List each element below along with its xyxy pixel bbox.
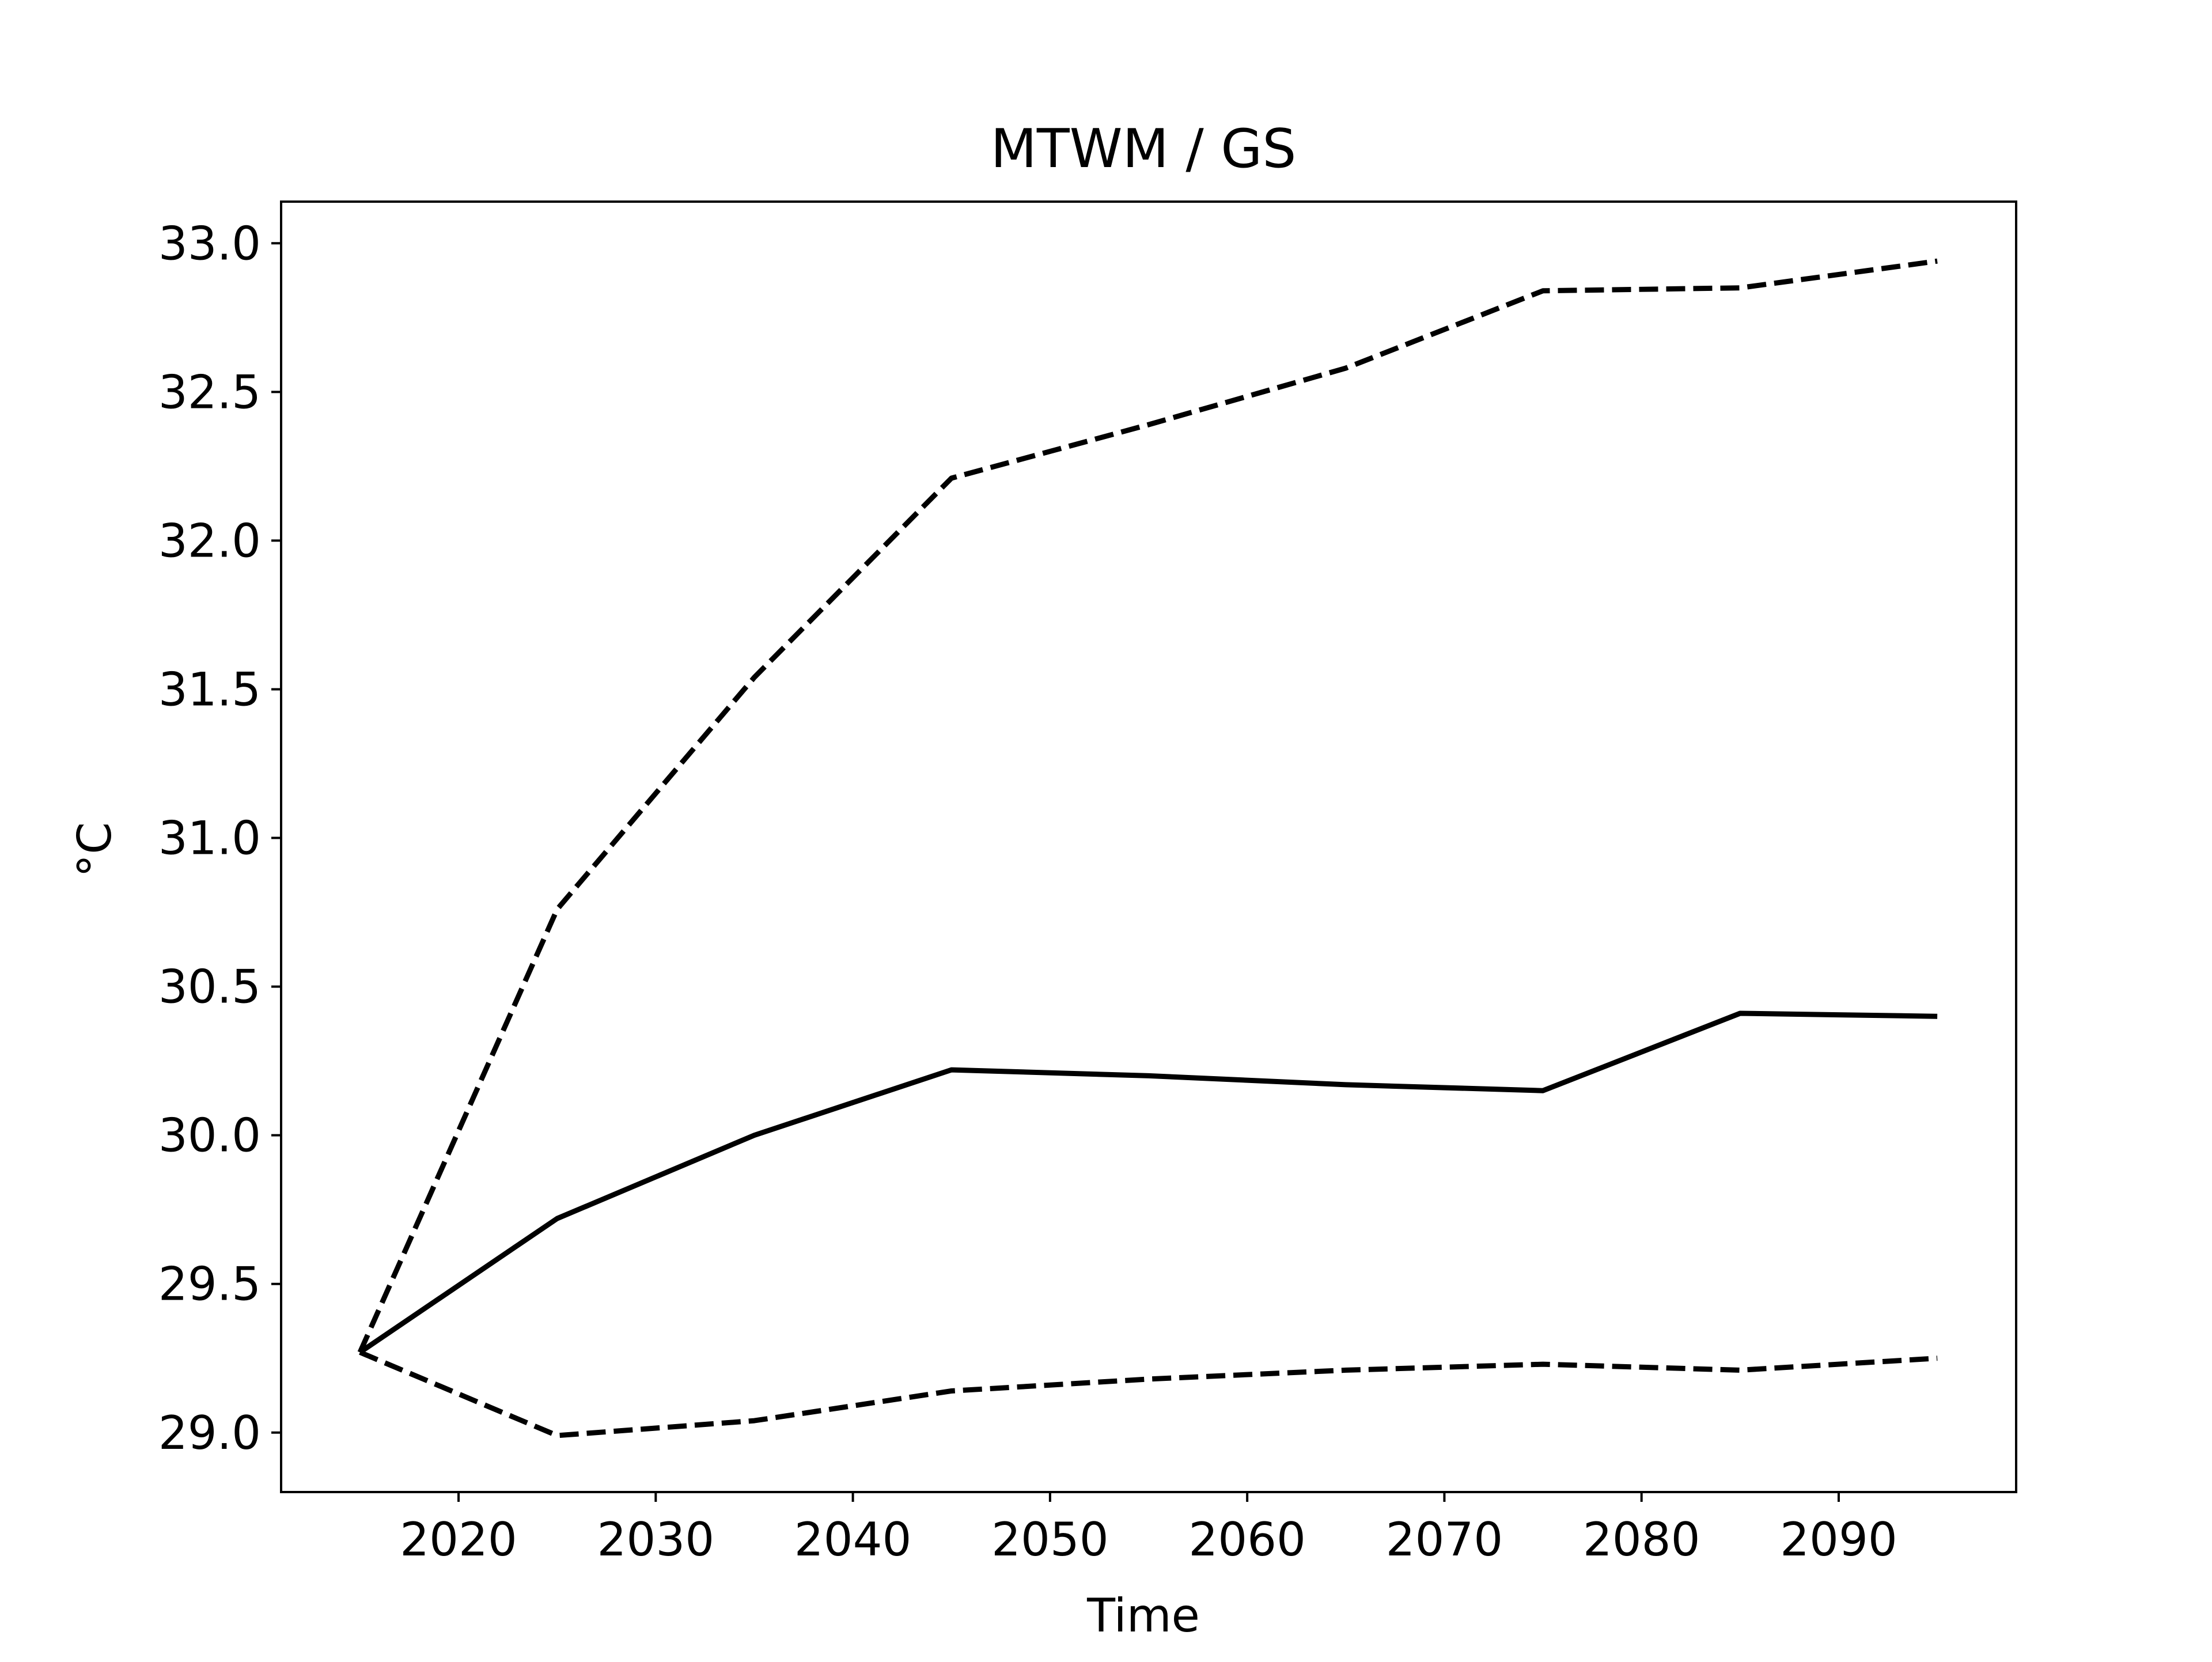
x-tick-label: 2060 bbox=[1188, 1513, 1306, 1566]
x-tick-label: 2030 bbox=[597, 1513, 715, 1566]
y-axis-label: °C bbox=[68, 822, 122, 877]
axes-layer: 2020 2030 2040 2050 2060 2070 2080 2090 29.0 29.5… bbox=[158, 200, 2017, 1566]
x-tick-label: 2090 bbox=[1780, 1513, 1897, 1566]
series-line-2 bbox=[358, 1010, 1938, 1355]
y-tick-label: 29.0 bbox=[158, 1406, 261, 1460]
y-tick-label: 30.5 bbox=[158, 960, 261, 1014]
y-tick-label: 29.5 bbox=[158, 1258, 261, 1311]
x-axis-label: Time bbox=[1086, 1589, 1200, 1642]
y-tick-label: 32.0 bbox=[158, 514, 261, 567]
y-tick-label: 30.0 bbox=[158, 1109, 261, 1163]
x-tick-label: 2050 bbox=[991, 1513, 1109, 1566]
x-tick-label: 2020 bbox=[400, 1513, 517, 1566]
plot-frame bbox=[280, 200, 2017, 1493]
series-line-3 bbox=[359, 1350, 1938, 1438]
x-tick-label: 2070 bbox=[1386, 1513, 1503, 1566]
y-tick-label: 31.5 bbox=[158, 662, 261, 716]
x-tick-label: 2040 bbox=[794, 1513, 912, 1566]
y-tick-label: 33.0 bbox=[158, 217, 261, 270]
series-layer bbox=[357, 258, 1938, 1438]
y-tick-label: 32.5 bbox=[158, 365, 261, 419]
y-tick-label: 31.0 bbox=[158, 812, 261, 865]
chart-title: MTWM / GS bbox=[991, 118, 1297, 180]
series-line-1 bbox=[357, 258, 1938, 1354]
x-tick-label: 2080 bbox=[1583, 1513, 1700, 1566]
